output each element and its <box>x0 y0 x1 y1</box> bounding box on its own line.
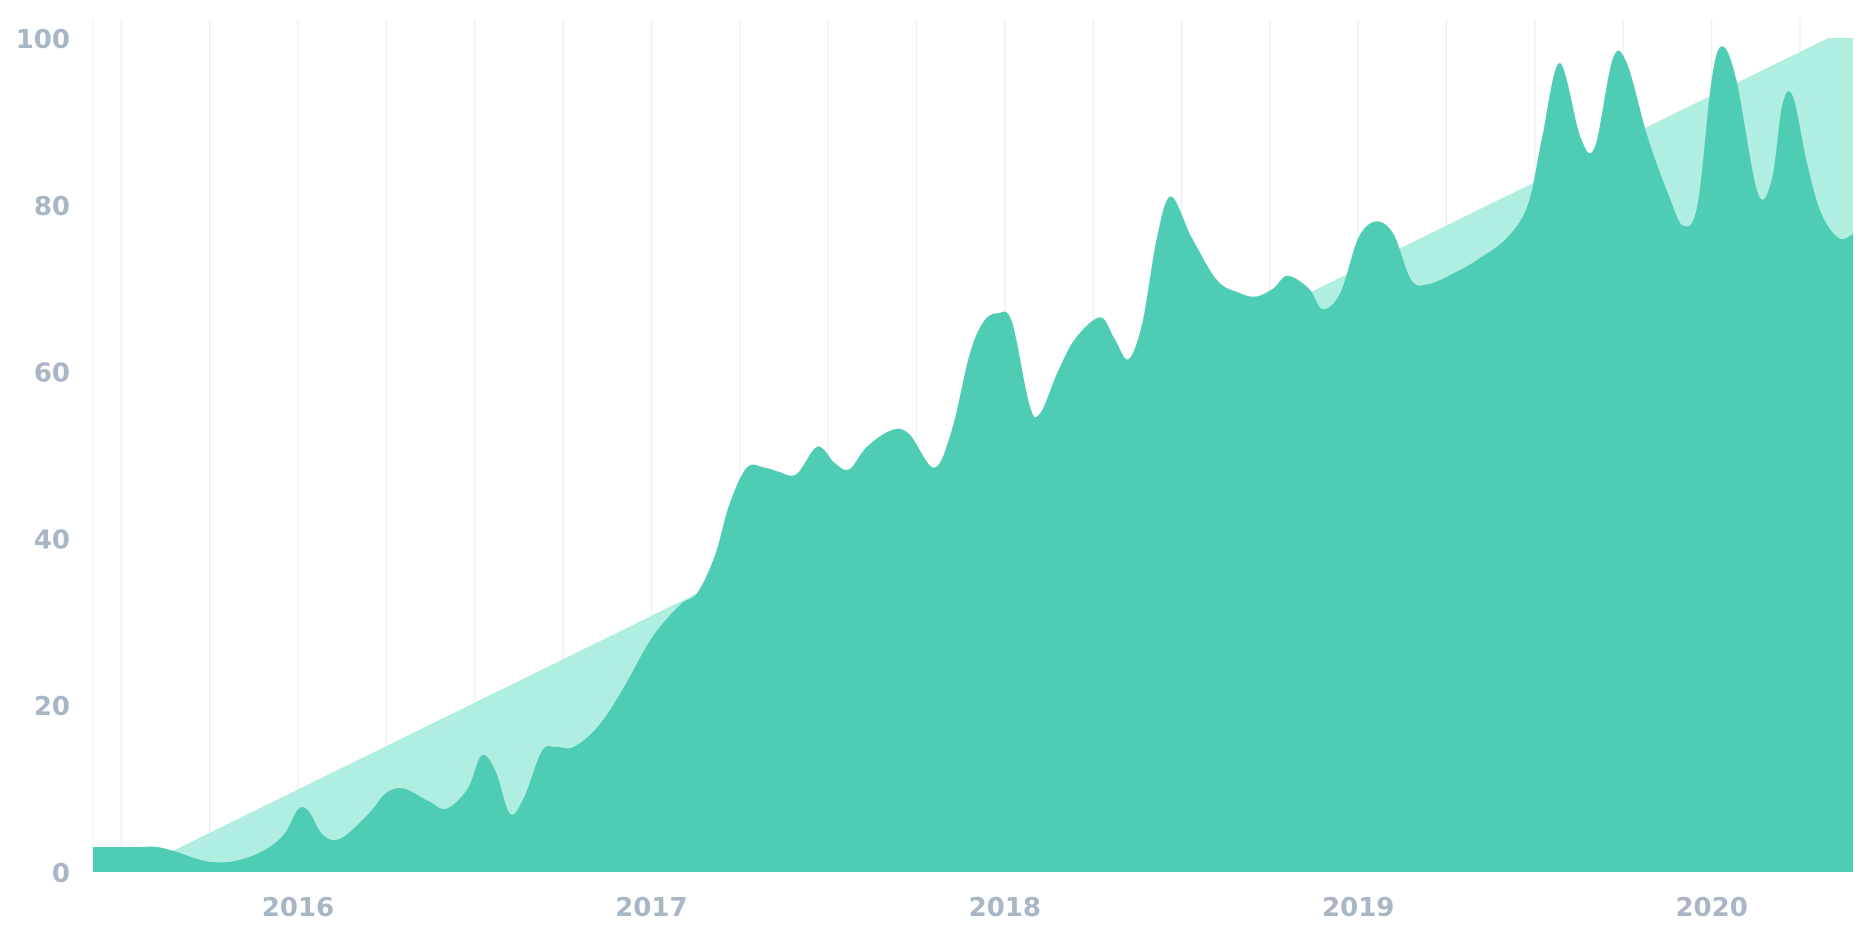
y-tick-label: 80 <box>34 192 70 222</box>
y-axis: 0 20 40 60 80 100 <box>16 25 70 889</box>
y-tick-label: 0 <box>52 859 70 889</box>
x-tick-label: 2020 <box>1675 893 1747 923</box>
x-axis: 2016 2017 2018 2019 2020 <box>262 893 1748 923</box>
x-tick-label: 2018 <box>969 893 1041 923</box>
x-tick-label: 2016 <box>262 893 334 923</box>
y-tick-label: 100 <box>16 25 70 55</box>
x-tick-label: 2019 <box>1322 893 1394 923</box>
x-tick-label: 2017 <box>615 893 687 923</box>
main-series-area <box>93 46 1853 872</box>
y-tick-label: 20 <box>34 692 70 722</box>
y-tick-label: 40 <box>34 525 70 555</box>
y-tick-label: 60 <box>34 359 70 389</box>
